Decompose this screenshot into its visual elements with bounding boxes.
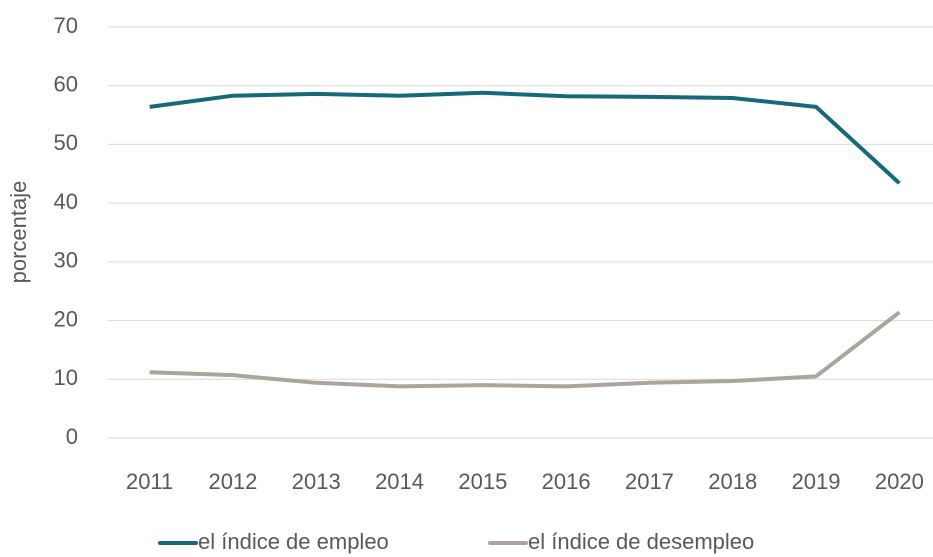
series-line bbox=[149, 310, 901, 389]
y-tick-label: 40 bbox=[54, 189, 78, 214]
legend-label: el índice de desempleo bbox=[528, 529, 754, 554]
y-tick-label: 30 bbox=[54, 248, 78, 273]
x-tick-label: 2014 bbox=[375, 469, 424, 494]
y-tick-label: 10 bbox=[54, 365, 78, 390]
x-tick-label: 2013 bbox=[292, 469, 341, 494]
x-tick-label: 2018 bbox=[708, 469, 757, 494]
series-line bbox=[149, 90, 901, 185]
y-tick-label: 50 bbox=[54, 130, 78, 155]
x-tick-label: 2011 bbox=[126, 469, 173, 494]
x-tick-label: 2015 bbox=[458, 469, 507, 494]
x-tick-label: 2017 bbox=[625, 469, 674, 494]
x-tick-label: 2019 bbox=[792, 469, 841, 494]
y-tick-label: 0 bbox=[66, 424, 78, 449]
y-axis-label: porcentaje bbox=[6, 181, 31, 284]
legend-label: el índice de empleo bbox=[198, 529, 389, 554]
y-tick-label: 70 bbox=[54, 13, 78, 38]
x-tick-label: 2020 bbox=[875, 469, 924, 494]
y-tick-label: 60 bbox=[54, 72, 78, 97]
x-tick-label: 2016 bbox=[542, 469, 591, 494]
x-tick-label: 2012 bbox=[208, 469, 257, 494]
y-tick-label: 20 bbox=[54, 306, 78, 331]
